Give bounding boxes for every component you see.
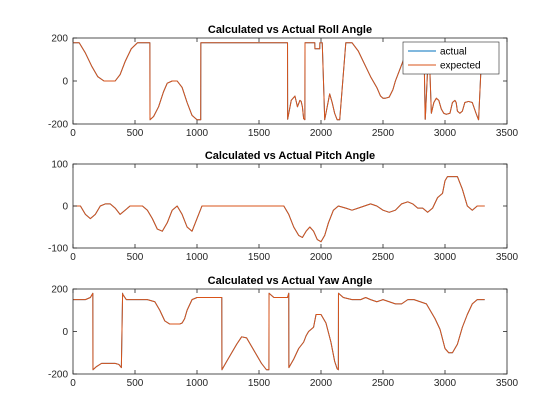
x-tick-label-3500-3: 3500 xyxy=(496,378,519,389)
x-tick-label-500-1: 500 xyxy=(127,128,144,139)
subplot-2: 0 500 1000 1500 2000 2500 3000 3500-1000100Calc… xyxy=(48,150,519,263)
plot-area-3 xyxy=(73,289,507,374)
legend-1: actual expected xyxy=(402,41,500,75)
y-tick-label--200-1: -200 xyxy=(48,120,68,131)
y-tick-label-200-1: 200 xyxy=(51,34,68,45)
subplot-3: 0 500 1000 1500 2000 2500 3000 3500-2000200Calc… xyxy=(48,275,519,389)
chart-title-3: Calculated vs Actual Yaw Angle xyxy=(208,275,373,287)
x-tick-label-2000-1: 2000 xyxy=(310,128,333,139)
x-tick-label-1000-3: 1000 xyxy=(186,378,209,389)
y-tick-label-0-1: 0 xyxy=(62,77,68,88)
chart-title-1: Calculated vs Actual Roll Angle xyxy=(208,24,372,36)
x-tick-label-2000-2: 2000 xyxy=(310,252,333,263)
x-tick-label-1500-3: 1500 xyxy=(248,378,271,389)
x-tick-label-3000-1: 3000 xyxy=(434,128,457,139)
x-tick-label-3000-2: 3000 xyxy=(434,252,457,263)
plot-area-2 xyxy=(73,164,507,248)
x-tick-label-0-3: 0 xyxy=(70,378,76,389)
x-tick-label-0-2: 0 xyxy=(70,252,76,263)
subplot-1: 0 500 1000 1500 2000 2500 3000 3500-2000200Calc… xyxy=(48,24,519,139)
y-tick-label-200-3: 200 xyxy=(51,285,68,296)
series-line-expected-1 xyxy=(73,42,485,121)
series-group-1 xyxy=(73,42,485,121)
x-tick-label-2000-3: 2000 xyxy=(310,378,333,389)
x-tick-label-1500-1: 1500 xyxy=(248,128,271,139)
x-tick-label-2500-3: 2500 xyxy=(372,378,395,389)
x-tick-label-3500-1: 3500 xyxy=(496,128,519,139)
x-tick-label-500-2: 500 xyxy=(127,252,144,263)
x-tick-label-500-3: 500 xyxy=(127,378,144,389)
legend-label-actual: actual xyxy=(440,47,467,58)
y-tick-label-0-2: 0 xyxy=(62,202,68,213)
y-tick-label--100-2: -100 xyxy=(48,244,68,255)
series-line-expected-2 xyxy=(73,176,485,243)
x-tick-label-2500-1: 2500 xyxy=(372,128,395,139)
x-tick-label-2500-2: 2500 xyxy=(372,252,395,263)
series-line-expected-3 xyxy=(73,292,485,371)
x-tick-label-0-1: 0 xyxy=(70,128,76,139)
y-tick-label-0-3: 0 xyxy=(62,327,68,338)
x-tick-label-1000-2: 1000 xyxy=(186,252,209,263)
series-group-2 xyxy=(73,176,485,243)
y-tick-label--200-3: -200 xyxy=(48,370,68,381)
x-tick-label-3500-2: 3500 xyxy=(496,252,519,263)
x-tick-label-1000-1: 1000 xyxy=(186,128,209,139)
chart-title-2: Calculated vs Actual Pitch Angle xyxy=(205,150,375,162)
legend-label-expected: expected xyxy=(440,61,481,72)
y-tick-label-100-2: 100 xyxy=(51,160,68,171)
x-tick-label-1500-2: 1500 xyxy=(248,252,271,263)
x-tick-label-3000-3: 3000 xyxy=(434,378,457,389)
series-group-3 xyxy=(73,292,485,371)
legend-box-1 xyxy=(402,41,500,75)
